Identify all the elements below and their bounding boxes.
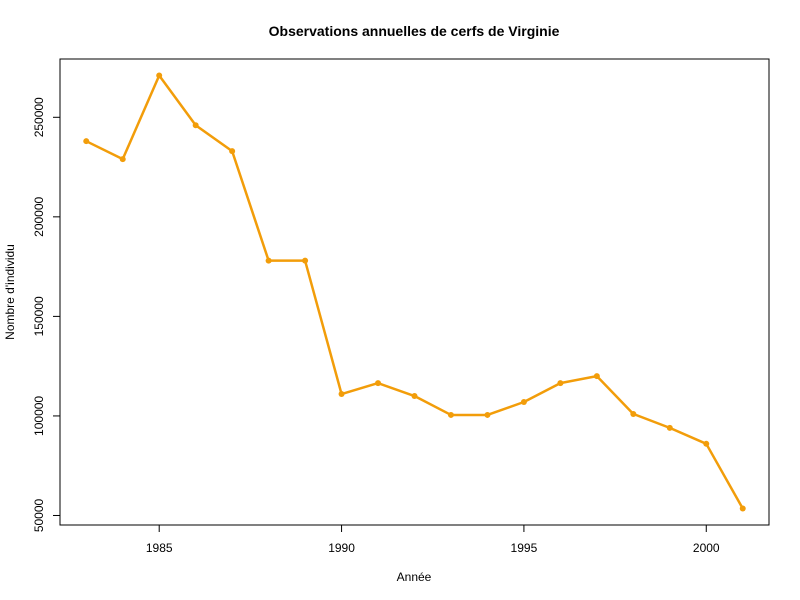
data-point [484,411,491,418]
x-axis-label: Année [397,570,432,584]
data-point [593,373,600,380]
y-tick-label: 50000 [32,498,46,532]
chart-title: Observations annuelles de cerfs de Virgi… [269,23,560,39]
data-point [83,138,90,145]
data-point [119,156,126,163]
x-tick-label: 1985 [146,541,173,555]
series-layer [83,72,746,512]
x-tick-label: 1990 [328,541,355,555]
y-tick-label: 100000 [32,396,46,436]
data-point [375,380,382,387]
y-tick-label: 200000 [32,196,46,236]
plot-frame [59,58,770,526]
data-point [302,257,309,264]
data-point [520,398,527,405]
data-point [338,391,345,398]
data-point [666,424,673,431]
data-point [630,410,637,417]
data-point [229,148,236,155]
data-point [156,72,163,79]
y-tick-label: 150000 [32,296,46,336]
data-point [411,393,418,400]
data-point [447,411,454,418]
data-point [557,380,564,387]
data-point [739,505,746,512]
series-line [85,74,744,510]
x-axis: 1985 1990 1995 2000 [146,524,720,555]
data-point [192,122,199,129]
x-tick-label: 1995 [511,541,538,555]
x-tick-label: 2000 [693,541,720,555]
y-axis: 50000 100000 150000 200000 250000 [32,97,61,532]
data-point [265,257,272,264]
data-point [703,440,710,447]
y-axis-label: Nombre d'individu [3,244,17,340]
y-tick-label: 250000 [32,97,46,137]
